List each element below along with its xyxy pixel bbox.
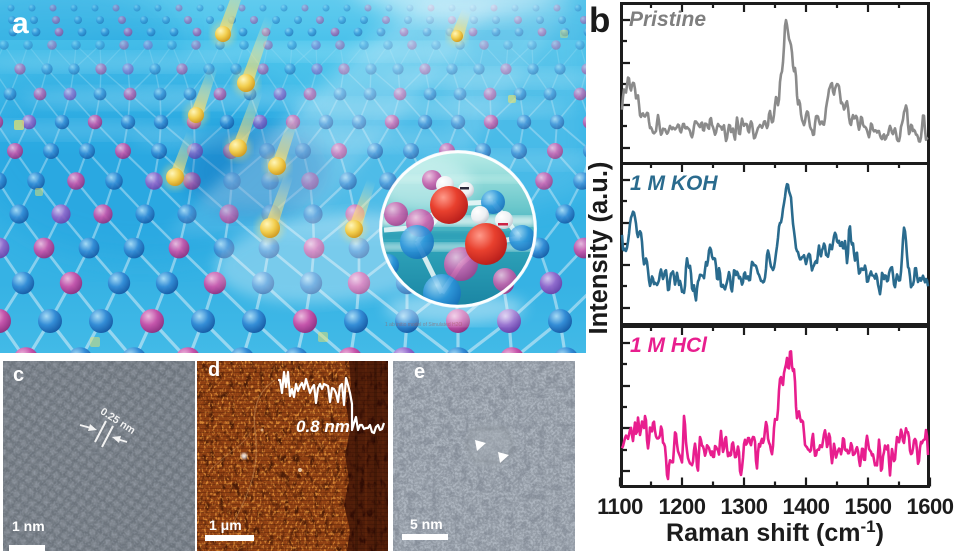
svg-text:Raman shift (cm-1): Raman shift (cm-1) xyxy=(666,517,884,547)
svg-text:e: e xyxy=(414,361,425,383)
svg-text:Intensity (a.u.): Intensity (a.u.) xyxy=(585,162,613,335)
svg-text:1 M HCl: 1 M HCl xyxy=(630,334,708,357)
svg-text:1100: 1100 xyxy=(597,494,643,519)
svg-text:0.8 nm: 0.8 nm xyxy=(296,417,350,436)
svg-text:Pristine: Pristine xyxy=(629,8,706,31)
svg-text:1 ab initio model of Simulated: 1 ab initio model of Simulated H2O xyxy=(385,322,462,328)
svg-text:1 μm: 1 μm xyxy=(209,517,242,533)
svg-text:1600: 1600 xyxy=(907,494,954,519)
svg-text:c: c xyxy=(13,364,24,386)
svg-text:1500: 1500 xyxy=(845,494,892,519)
svg-text:1300: 1300 xyxy=(721,494,768,519)
svg-text:1400: 1400 xyxy=(783,494,830,519)
svg-text:d: d xyxy=(208,359,220,381)
svg-text:1 nm: 1 nm xyxy=(12,518,45,534)
svg-text:5 nm: 5 nm xyxy=(410,516,443,532)
svg-text:1 M KOH: 1 M KOH xyxy=(630,172,718,195)
svg-text:1200: 1200 xyxy=(659,494,706,519)
svg-text:b: b xyxy=(589,1,610,40)
svg-text:a: a xyxy=(12,7,29,40)
